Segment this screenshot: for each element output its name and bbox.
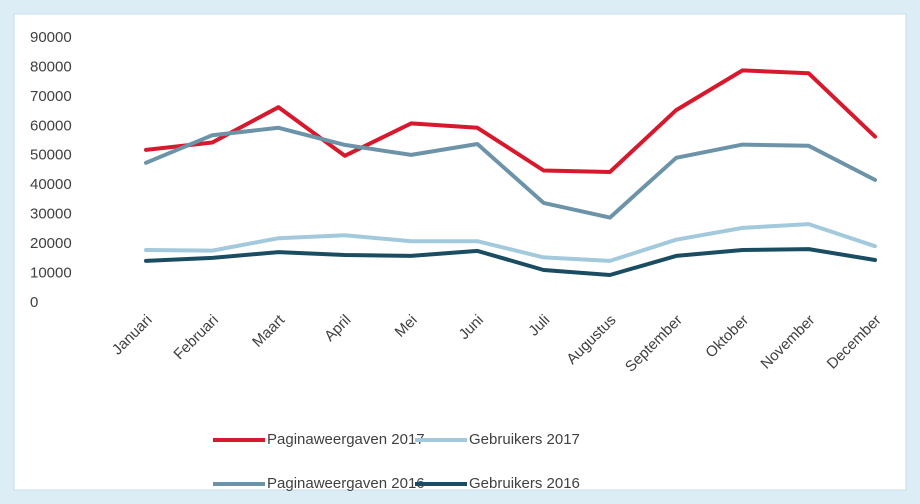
series-line xyxy=(144,125,877,220)
legend-label: Gebruikers 2016 xyxy=(469,475,580,492)
y-tick-label: 30000 xyxy=(30,206,72,223)
series-line xyxy=(144,222,877,263)
y-tick-label: 70000 xyxy=(30,88,72,105)
y-tick-label: 50000 xyxy=(30,147,72,164)
y-tick-label: 20000 xyxy=(30,235,72,252)
series-line xyxy=(144,247,877,277)
legend-label: Paginaweergaven 2016 xyxy=(267,475,425,492)
y-tick-label: 0 xyxy=(30,294,38,311)
legend-label: Gebruikers 2017 xyxy=(469,431,580,448)
legend-label: Paginaweergaven 2017 xyxy=(267,431,425,448)
series-line xyxy=(144,68,877,174)
y-tick-label: 40000 xyxy=(30,176,72,193)
y-tick-label: 10000 xyxy=(30,265,72,282)
y-tick-label: 90000 xyxy=(30,29,72,46)
y-tick-label: 60000 xyxy=(30,117,72,134)
y-tick-label: 80000 xyxy=(30,58,72,75)
